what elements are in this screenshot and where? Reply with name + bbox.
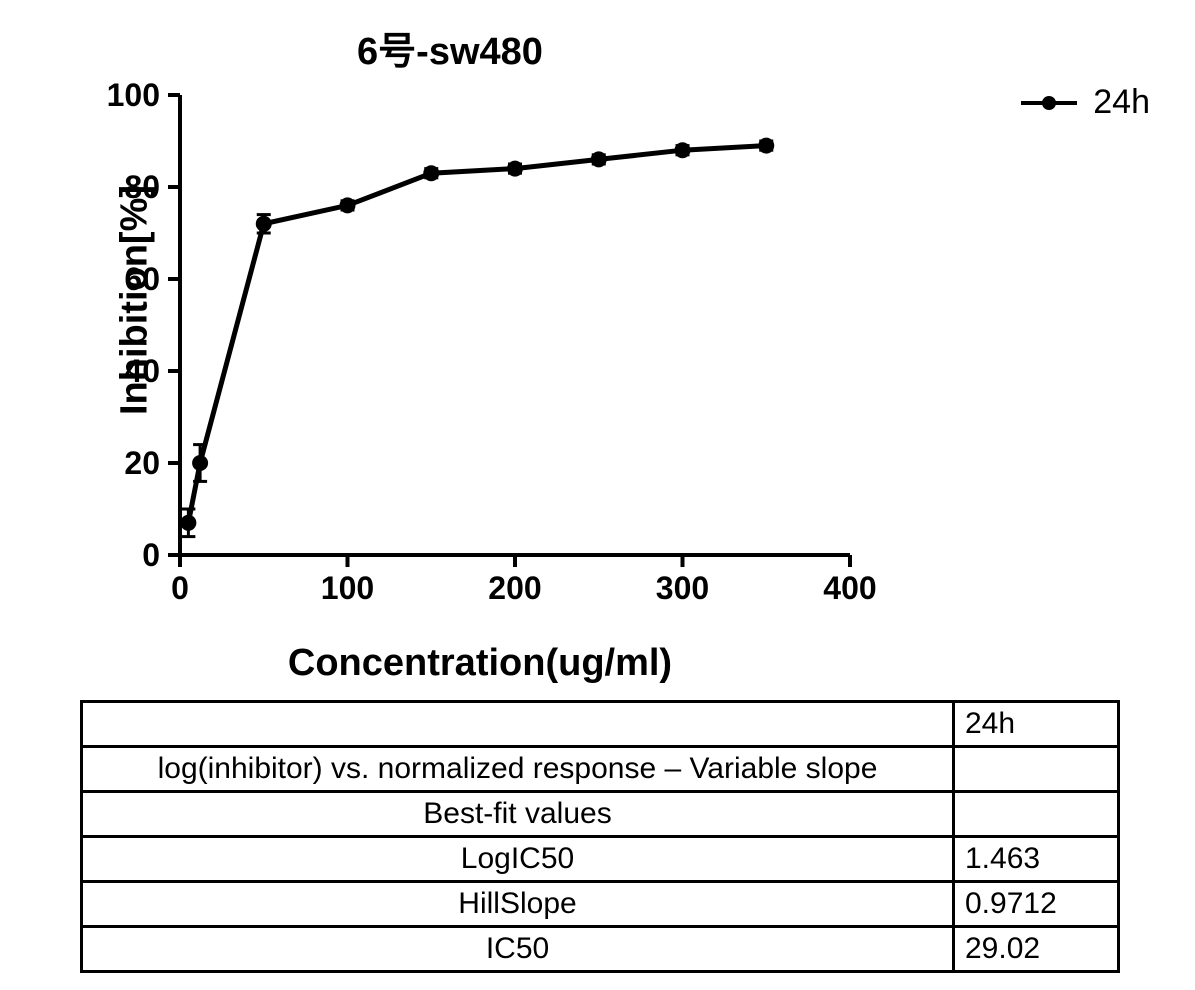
y-tick-label: 60	[124, 261, 160, 297]
chart-title: 6号-sw480	[0, 20, 900, 75]
chart-area: 0 20 40 60 80 100 0 100 200 300 400 24h	[100, 75, 1180, 635]
data-point	[758, 138, 774, 154]
x-tick-label: 200	[488, 570, 541, 606]
table-row: IC5029.02	[82, 927, 1119, 972]
page: 6号-sw480 Inhibition[%] 02040608010001002…	[0, 0, 1195, 990]
table-cell-value	[954, 747, 1119, 792]
chart-svg: 0 20 40 60 80 100 0 100 200 300 400	[100, 75, 1000, 635]
legend-label: 24h	[1093, 83, 1150, 122]
data-point	[507, 161, 523, 177]
x-axis-label: Concentration(ug/ml)	[100, 642, 860, 685]
table-row: HillSlope0.9712	[82, 882, 1119, 927]
legend-marker	[1021, 96, 1077, 110]
table-row: log(inhibitor) vs. normalized response –…	[82, 747, 1119, 792]
y-tick-label: 100	[107, 77, 160, 113]
data-point	[591, 151, 607, 167]
y-tick-label: 40	[124, 353, 160, 389]
table-row: LogIC501.463	[82, 837, 1119, 882]
x-tick-label: 400	[823, 570, 876, 606]
table-cell-label: IC50	[82, 927, 954, 972]
legend: 24h	[1021, 83, 1150, 122]
data-point	[675, 142, 691, 158]
results-table: 24hlog(inhibitor) vs. normalized respons…	[80, 700, 1120, 973]
data-point	[192, 455, 208, 471]
y-tick-label: 80	[124, 169, 160, 205]
table-cell-label: log(inhibitor) vs. normalized response –…	[82, 747, 954, 792]
series-line	[188, 146, 766, 523]
table-cell-value: 1.463	[954, 837, 1119, 882]
y-tick-label: 20	[124, 445, 160, 481]
table-cell-label: HillSlope	[82, 882, 954, 927]
y-tick-label: 0	[142, 537, 160, 573]
table-row: Best-fit values	[82, 792, 1119, 837]
data-point	[423, 165, 439, 181]
table-cell-label: LogIC50	[82, 837, 954, 882]
table-cell-label: Best-fit values	[82, 792, 954, 837]
x-tick-label: 100	[321, 570, 374, 606]
x-tick-label: 0	[171, 570, 189, 606]
data-point	[180, 515, 196, 531]
table-cell-value: 24h	[954, 702, 1119, 747]
legend-dot-icon	[1042, 96, 1056, 110]
table-cell-value: 0.9712	[954, 882, 1119, 927]
data-point	[340, 197, 356, 213]
table-cell-value: 29.02	[954, 927, 1119, 972]
table-cell-label	[82, 702, 954, 747]
x-tick-label: 300	[656, 570, 709, 606]
data-point	[256, 216, 272, 232]
table-row: 24h	[82, 702, 1119, 747]
table-cell-value	[954, 792, 1119, 837]
